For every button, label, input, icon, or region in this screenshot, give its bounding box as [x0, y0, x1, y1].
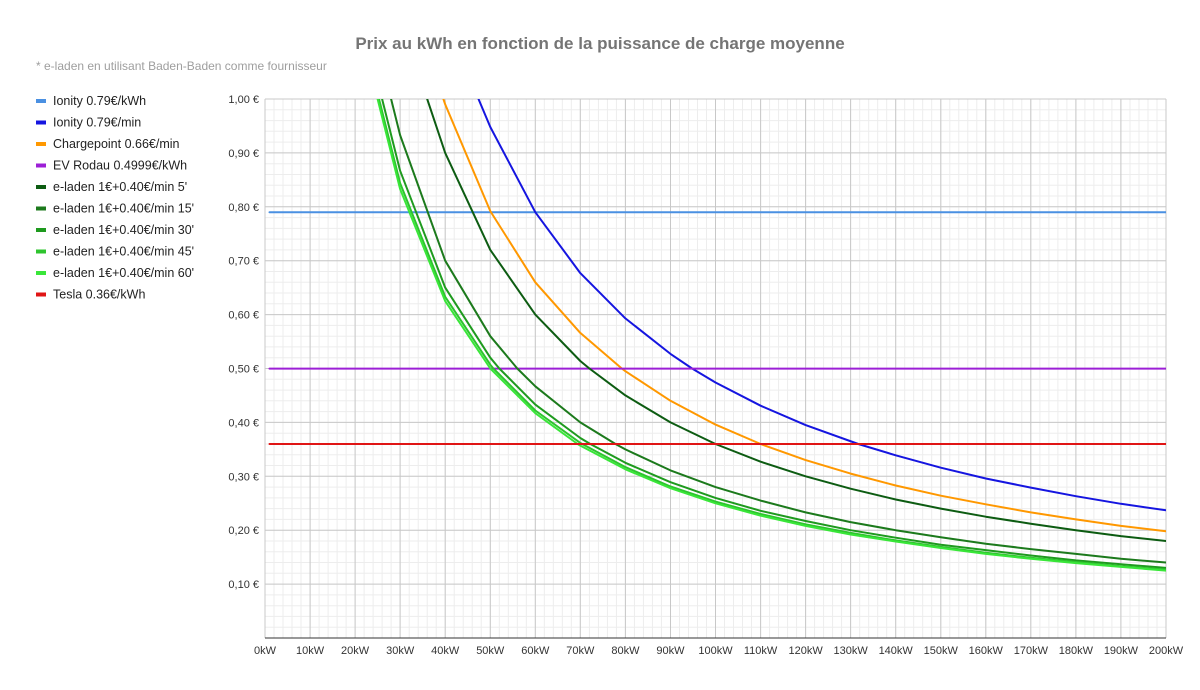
legend-swatch — [36, 228, 46, 232]
legend-swatch — [36, 99, 46, 103]
y-tick-label: 0,50 € — [228, 364, 259, 376]
x-tick-label: 50kW — [476, 645, 505, 657]
y-tick-label: 0,90 € — [228, 148, 259, 160]
legend-swatch — [36, 206, 46, 211]
y-tick-label: 0,30 € — [228, 471, 259, 483]
x-tick-label: 190kW — [1104, 645, 1139, 657]
legend-label: EV Rodau 0.4999€/kWh — [53, 159, 187, 173]
series-group — [268, 99, 1166, 572]
axes: 0,10 € 0,20 € 0,30 € 0,40 € 0,50 € 0,60 € 0,70… — [228, 94, 1183, 657]
x-tick-label: 170kW — [1014, 645, 1049, 657]
legend-label: e-laden 1€+0.40€/min 5' — [53, 180, 187, 194]
series-lines — [268, 99, 1166, 572]
x-tick-label: 20kW — [341, 645, 370, 657]
y-tick-label: 0,80 € — [228, 202, 259, 214]
legend-label: e-laden 1€+0.40€/min 15' — [53, 202, 194, 216]
legend-label: Chargepoint 0.66€/min — [53, 137, 180, 151]
series-line-e-laden-1-0-40-min-5 — [426, 99, 1166, 542]
legend-label: Ionity 0.79€/kWh — [53, 94, 146, 108]
legend-swatch — [36, 249, 46, 254]
x-tick-label: 110kW — [744, 645, 778, 657]
x-tick-label: 70kW — [566, 645, 595, 657]
y-tick-label: 0,70 € — [228, 256, 259, 268]
x-tick-label: 90kW — [656, 645, 685, 657]
y-tick-label: 1,00 € — [228, 94, 259, 106]
x-tick-label: 30kW — [386, 645, 415, 657]
legend-swatch — [36, 271, 46, 275]
x-tick-label: 140kW — [879, 645, 914, 657]
legend-label: Ionity 0.79€/min — [53, 116, 141, 130]
series-line-ionity-0-79-min — [477, 99, 1166, 512]
series-line-e-laden-1-0-40-min-15 — [390, 99, 1166, 564]
x-tick-label: 130kW — [834, 645, 869, 657]
legend-swatch — [36, 292, 46, 297]
legend-label: e-laden 1€+0.40€/min 45' — [53, 245, 194, 259]
x-tick-label: 100kW — [698, 645, 733, 657]
legend-label: e-laden 1€+0.40€/min 60' — [53, 266, 194, 280]
x-tick-label: 120kW — [788, 645, 823, 657]
chart-subtitle: * e-laden en utilisant Baden-Baden comme… — [36, 59, 327, 73]
legend-label: e-laden 1€+0.40€/min 30' — [53, 223, 194, 237]
x-tick-label: 150kW — [924, 645, 959, 657]
x-tick-label: 80kW — [611, 645, 640, 657]
legend-swatch — [36, 163, 46, 168]
legend-swatch — [36, 185, 46, 189]
x-tick-label: 180kW — [1059, 645, 1094, 657]
series-line-e-laden-1-0-40-min-45 — [378, 99, 1166, 571]
legend: Ionity 0.79€/kWh Ionity 0.79€/min Chargepo… — [36, 94, 194, 302]
y-tick-label: 0,10 € — [228, 579, 259, 591]
x-tick-label: 200kW — [1149, 645, 1184, 657]
x-tick-label: 40kW — [431, 645, 460, 657]
chart-title: Prix au kWh en fonction de la puissance … — [355, 34, 844, 53]
x-tick-label: 10kW — [296, 645, 325, 657]
series-line-e-laden-1-0-40-min-30 — [381, 99, 1166, 569]
y-tick-label: 0,40 € — [228, 417, 259, 429]
x-tick-label: 60kW — [521, 645, 550, 657]
legend-swatch — [36, 142, 46, 146]
x-tick-label: 0kW — [254, 645, 277, 657]
legend-label: Tesla 0.36€/kWh — [53, 288, 145, 302]
y-tick-label: 0,20 € — [228, 525, 259, 537]
legend-swatch — [36, 120, 46, 125]
y-tick-label: 0,60 € — [228, 310, 259, 322]
series-line-e-laden-1-0-40-min-60 — [376, 99, 1166, 572]
x-tick-label: 160kW — [969, 645, 1004, 657]
